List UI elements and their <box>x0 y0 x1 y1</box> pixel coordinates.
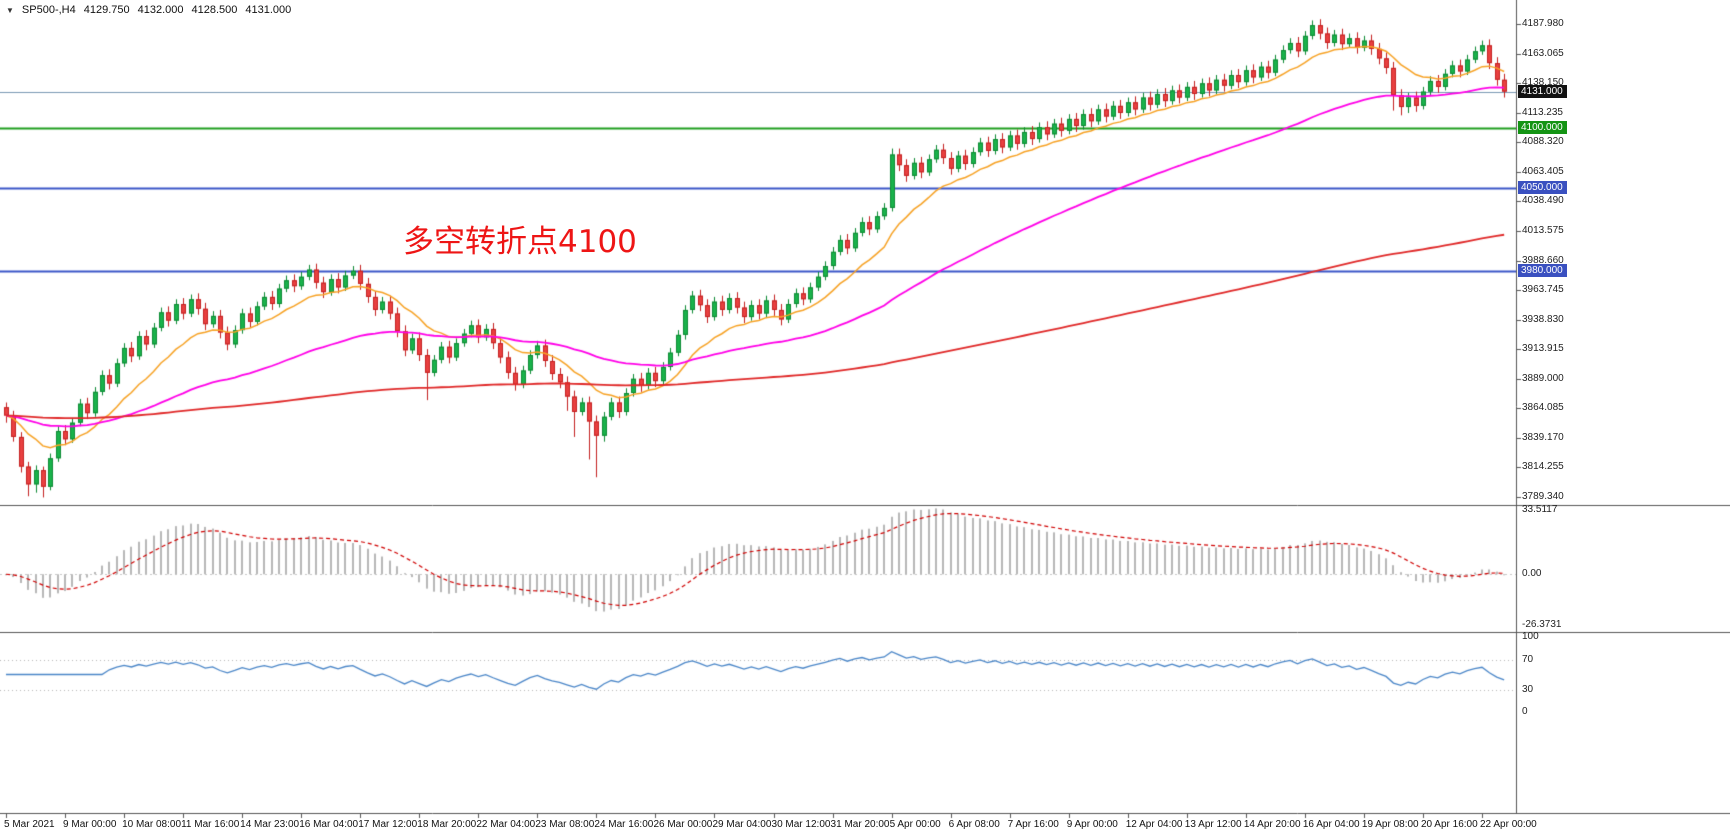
price-axis-label: 3839.170 <box>1522 431 1564 443</box>
ohlc-open: 4129.750 <box>83 4 130 16</box>
price-axis-label: 3889.000 <box>1522 372 1564 384</box>
price-axis-label: 4038.490 <box>1522 195 1564 207</box>
time-axis-label: 5 Mar 2021 <box>4 819 55 830</box>
time-axis-label: 24 Mar 16:00 <box>594 819 654 830</box>
time-axis-label: 7 Apr 16:00 <box>1007 819 1059 830</box>
price-axis-label: 3864.085 <box>1522 402 1564 414</box>
macd-panel[interactable]: MACD(12,26,9) -1.0304 1.3188 33.51170.00… <box>0 503 1730 632</box>
time-axis-label: 13 Apr 12:00 <box>1184 819 1242 830</box>
symbol-timeframe: SP500-,H4 <box>21 4 76 16</box>
price-axis-label: 3963.745 <box>1522 284 1564 296</box>
price-axis-label: 4088.320 <box>1522 136 1564 148</box>
price-axis-label: 4063.405 <box>1522 165 1564 177</box>
price-axis-label: 4187.980 <box>1522 18 1564 29</box>
time-axis-label: 29 Mar 04:00 <box>712 819 772 830</box>
chart-header: ▼ SP500-,H4 4129.750 4132.000 4128.500 4… <box>6 4 291 16</box>
price-axis-label: 4013.575 <box>1522 224 1564 236</box>
price-axis-label: 3938.830 <box>1522 313 1564 325</box>
ohlc-high: 4132.000 <box>137 4 184 16</box>
time-axis-label: 6 Apr 08:00 <box>948 819 1000 830</box>
time-axis-label: 16 Mar 04:00 <box>299 819 359 830</box>
time-axis-label: 26 Mar 00:00 <box>653 819 713 830</box>
time-axis-label: 18 Mar 20:00 <box>417 819 477 830</box>
macd-axis-label: -26.3731 <box>1522 619 1562 630</box>
time-axis-label: 12 Apr 04:00 <box>1125 819 1183 830</box>
price-axis-label: 3988.660 <box>1522 254 1564 266</box>
time-axis-label: 22 Apr 00:00 <box>1480 819 1537 830</box>
time-axis-label: 31 Mar 20:00 <box>830 819 890 830</box>
time-axis-label: 22 Mar 04:00 <box>476 819 536 830</box>
time-axis-label: 19 Apr 08:00 <box>1361 819 1419 830</box>
time-axis-label: 5 Apr 00:00 <box>889 819 941 830</box>
price-axis-label: 4163.065 <box>1522 47 1564 59</box>
time-axis-label: 9 Mar 00:00 <box>63 819 117 830</box>
time-axis-label: 17 Mar 12:00 <box>358 819 418 830</box>
macd-axis-label: 33.5117 <box>1522 503 1558 515</box>
time-axis-label: 20 Apr 16:00 <box>1420 819 1478 830</box>
time-axis-label: 10 Mar 08:00 <box>122 819 182 830</box>
price-axis-label: 4138.150 <box>1522 77 1564 89</box>
time-axis-label: 14 Mar 23:00 <box>240 819 300 830</box>
rsi-axis-label: 70 <box>1522 653 1534 665</box>
time-axis-label: 23 Mar 08:00 <box>535 819 595 830</box>
time-axis-label: 14 Apr 20:00 <box>1243 819 1301 830</box>
rsi-axis-label: 30 <box>1522 683 1534 695</box>
rsi-axis-label: 0 <box>1522 706 1528 717</box>
symbol-dropdown-icon[interactable]: ▼ <box>6 5 14 15</box>
time-axis-label: 9 Apr 00:00 <box>1066 819 1118 830</box>
time-axis-label: 11 Mar 16:00 <box>181 819 240 830</box>
price-axis-label: 3913.915 <box>1522 343 1564 355</box>
macd-axis-label: 0.00 <box>1522 568 1542 580</box>
time-axis-label: 16 Apr 04:00 <box>1302 819 1360 830</box>
price-axis-label: 4113.235 <box>1522 106 1563 118</box>
time-axis-label: 30 Mar 12:00 <box>771 819 831 830</box>
ohlc-close: 4131.000 <box>245 4 292 16</box>
ohlc-low: 4128.500 <box>191 4 238 16</box>
price-axis-label: 3789.340 <box>1522 491 1564 503</box>
chart-annotation-text[interactable]: 多空转折点4100 <box>403 224 637 260</box>
rsi-axis-label: 100 <box>1522 631 1539 642</box>
price-axis-label: 3814.255 <box>1522 461 1564 473</box>
